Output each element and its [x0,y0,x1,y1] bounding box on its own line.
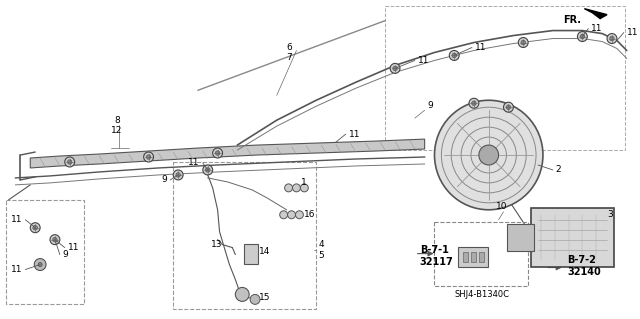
Text: 12: 12 [111,126,123,135]
Circle shape [610,36,614,41]
Circle shape [452,53,456,58]
Text: 32140: 32140 [568,266,602,277]
Circle shape [393,66,397,70]
Text: 11: 11 [68,243,79,252]
Circle shape [147,155,151,159]
Bar [479,252,484,262]
Text: SHJ4-B1340C: SHJ4-B1340C [454,290,509,299]
Circle shape [506,105,511,109]
Circle shape [580,34,584,39]
Circle shape [176,173,180,177]
Text: 9: 9 [428,101,433,110]
Circle shape [280,211,287,219]
Text: 6: 6 [287,43,292,52]
Text: 11: 11 [349,130,360,139]
Circle shape [449,50,459,60]
Text: FR.: FR. [563,15,580,25]
Text: 11: 11 [591,24,603,33]
Circle shape [203,165,212,175]
Text: 4: 4 [318,240,324,249]
Circle shape [205,168,210,172]
Circle shape [34,259,46,271]
Circle shape [33,226,37,230]
Text: 11: 11 [475,43,486,52]
Bar [463,252,468,262]
Circle shape [50,235,60,245]
Text: 15: 15 [259,293,271,302]
Text: 3: 3 [607,210,612,219]
Text: 7: 7 [287,53,292,62]
Circle shape [472,101,476,106]
Text: 9: 9 [63,250,68,259]
FancyBboxPatch shape [508,224,534,251]
Circle shape [143,152,154,162]
Circle shape [285,184,292,192]
Circle shape [216,151,220,155]
Text: B-7-2: B-7-2 [568,255,596,264]
Circle shape [236,287,249,301]
Circle shape [518,38,528,48]
Circle shape [577,32,588,41]
FancyBboxPatch shape [458,247,488,267]
Text: 11: 11 [11,215,22,224]
Text: 11: 11 [627,28,638,37]
Text: 5: 5 [318,251,324,260]
Circle shape [296,211,303,219]
Text: 13: 13 [211,240,222,249]
Text: 9: 9 [161,175,167,184]
Circle shape [390,63,400,73]
Text: 11: 11 [188,159,200,167]
FancyBboxPatch shape [385,6,625,150]
Circle shape [212,148,223,158]
Text: 11: 11 [418,56,429,65]
Text: 2: 2 [556,166,561,174]
Circle shape [607,33,617,43]
Text: B-7-1: B-7-1 [420,245,449,255]
Text: 11: 11 [11,265,22,274]
Bar [471,252,476,262]
Circle shape [504,102,513,112]
Text: 1: 1 [301,178,307,187]
Text: 32117: 32117 [420,256,454,267]
Circle shape [65,157,75,167]
Circle shape [435,100,543,210]
Text: 14: 14 [259,247,270,256]
Circle shape [300,184,308,192]
Circle shape [469,98,479,108]
Text: 8: 8 [114,116,120,125]
Circle shape [38,263,42,267]
Circle shape [287,211,296,219]
FancyBboxPatch shape [244,244,258,263]
Polygon shape [584,9,607,19]
Text: 10: 10 [495,202,507,211]
Circle shape [67,160,72,164]
Circle shape [173,170,183,180]
Circle shape [479,145,499,165]
Circle shape [30,223,40,233]
Circle shape [292,184,300,192]
Text: 16: 16 [305,210,316,219]
Circle shape [52,237,57,242]
Circle shape [521,40,525,45]
Circle shape [250,294,260,304]
PathPatch shape [30,139,424,168]
FancyBboxPatch shape [531,208,614,267]
